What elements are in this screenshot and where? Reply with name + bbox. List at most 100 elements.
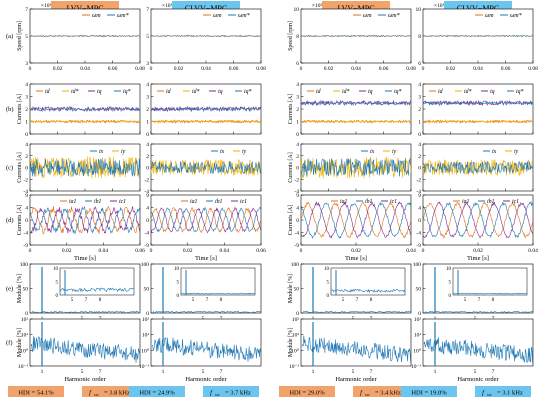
y-tick-label: 1 [146,120,149,126]
y-tick-label: 10² [21,317,29,323]
y-tick-label: -4 [416,189,421,195]
fsw-value: = 3.8 kHz [104,390,130,397]
spectrum-floor [31,310,140,314]
y-tick-label: 7 [25,7,28,13]
y-tick-label: 0 [418,311,421,317]
legend-label: ib1 [94,199,102,205]
legend-label: ωm* [117,13,129,19]
x-tick-label: 1 [41,369,44,375]
y-tick-label: 0 [146,311,149,317]
ib1-trace [300,202,412,239]
x-axis-label: Time [s] [345,255,367,262]
x-tick-label: 5 [202,369,205,375]
x-axis-label: Time [s] [195,255,217,262]
y-axis-label: Currents [A] [17,205,23,236]
row-letter: (f) [6,340,13,347]
y-tick-label: 2 [25,154,28,160]
legend-label: iy [121,149,126,155]
fsw-symbol: f [482,390,485,397]
hdi-value: HDI = 29.0% [289,390,325,397]
y-tick-label: -2 [294,177,299,183]
y-tick-label: 10⁻¹ [139,364,149,370]
plot-frame [300,318,412,367]
y-tick-label: 50 [23,287,29,293]
legend-label: ωm* [238,13,250,19]
hdi-value: HDI = 19.0% [411,390,447,397]
id-ref-trace [29,120,141,123]
x-tick-label: 7 [99,369,102,375]
y-tick-label: -9 [416,243,421,249]
legend-label: ic1 [512,199,519,205]
iy-trace [300,158,412,177]
fsw-box [82,386,138,397]
y-tick-label: 10⁰ [20,347,29,354]
inset-y-tick-label: 0 [449,294,452,299]
x-tick-label: 0.08 [135,66,145,72]
x-tick-label: 0.06 [379,66,389,72]
x-axis-label: Harmonic order [335,376,377,383]
y-tick-label: -9 [144,243,149,249]
y-tick-label: 8 [418,34,421,40]
legend-label: ωm* [388,13,400,19]
legend-label: ix [99,149,104,155]
fsw-subscript: sw [487,392,492,397]
y-tick-label: 10⁰ [141,347,150,354]
legend-label: ωm [363,13,372,19]
plot-frame [29,318,141,367]
y-tick-label: -4 [23,231,28,237]
y-tick-label: 6 [296,61,299,67]
ic1-trace [422,201,534,239]
y-tick-label: 5 [25,34,28,40]
y-tick-label: 0 [296,311,299,317]
y-tick-label: 100 [141,262,150,268]
y-tick-label: 1 [25,120,28,126]
x-tick-label: 0 [300,248,303,254]
spectrum-floor [302,310,412,314]
x-tick-label: 0 [29,248,32,254]
legend-label: iy [242,149,247,155]
inset-y-tick-label: 0 [56,294,59,299]
log-spectrum [301,335,411,363]
y-tick-label: 0 [418,132,421,138]
inset-x-tick-label: 5 [342,298,345,303]
legend-label: id [438,89,443,95]
legend-label: ic1 [119,199,126,205]
x-tick-label: 0.06 [256,248,266,254]
y-axis-label: Currents [A] [17,94,23,125]
hdi-value: HDI = 24.9% [139,390,175,397]
x-tick-label: 0.08 [256,66,266,72]
y-tick-label: 0 [418,166,421,172]
y-axis-label: Currents [A] [17,152,23,183]
y-axis-label: Module [%] [288,274,294,303]
y-tick-label: 4 [418,142,421,148]
ic1-trace [300,201,412,239]
y-tick-label: -4 [144,231,149,237]
y-tick-label: 0 [418,218,421,224]
x-tick-label: 0.04 [351,66,361,72]
column-title: CLVV−MPC [185,4,227,13]
x-tick-label: 7 [220,369,223,375]
iq-trace-2 [300,100,412,105]
y-axis-label: Currents [A] [288,152,294,183]
fsw-symbol: f [210,390,213,397]
x-tick-label: 7 [370,369,373,375]
legend-label: ia1 [462,199,470,205]
y-tick-label: 9 [296,193,299,199]
column-title: CLVV−MPC [457,4,499,13]
y-tick-label: 7 [146,7,149,13]
y-tick-label: 4 [25,142,28,148]
fsw-symbol: f [360,390,363,397]
x-axis-label: Harmonic order [185,376,227,383]
inset-y-tick-label: 0 [177,294,180,299]
legend-label: iq* [244,89,252,95]
y-tick-label: 10¹ [292,333,300,339]
x-tick-label: 0.02 [446,66,456,72]
column-title: LVV−MPC [337,4,374,13]
inset-x-tick-label: 7 [478,298,481,303]
y-tick-label: 3 [25,61,28,67]
ib1-trace [29,206,141,235]
inset-x-tick-label: 8 [492,298,495,303]
fsw-subscript: sw [94,392,99,397]
y-tick-label: 10 [294,7,300,13]
